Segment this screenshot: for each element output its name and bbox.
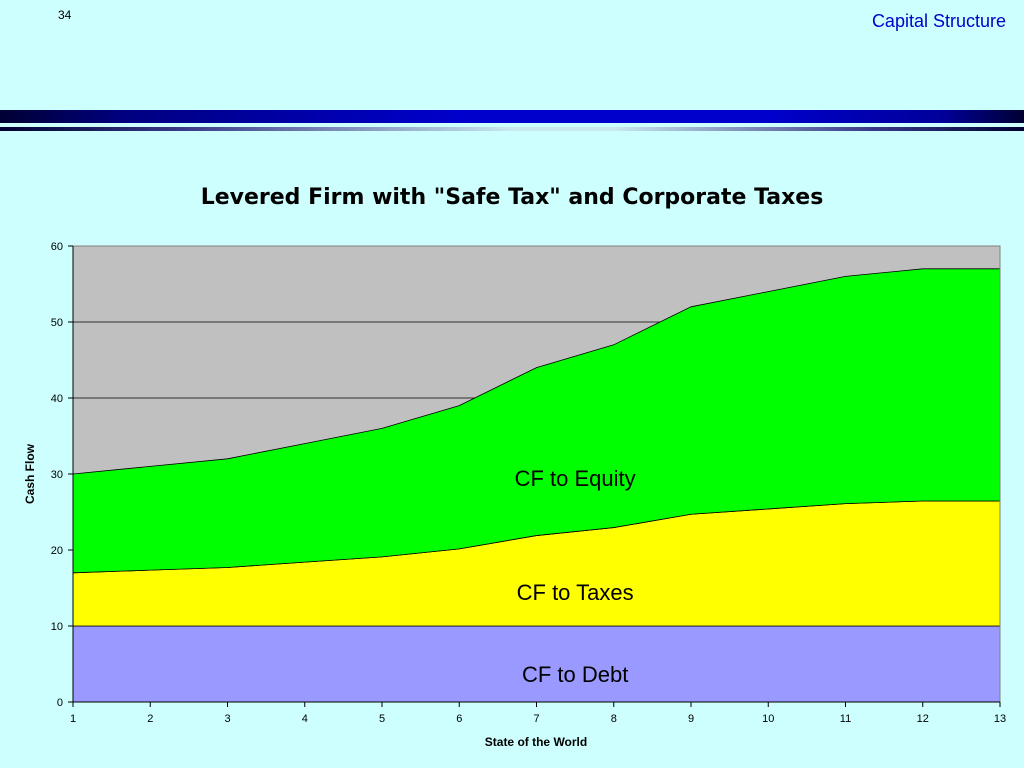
chart-title: Levered Firm with "Safe Tax" and Corpora… [201, 185, 824, 210]
x-tick-label-7: 7 [533, 713, 539, 725]
header-rule-thin [0, 127, 1024, 131]
y-tick-label-30: 30 [51, 469, 63, 481]
y-tick-label-10: 10 [51, 621, 63, 633]
slide-number: 34 [58, 8, 72, 22]
x-tick-label-4: 4 [302, 713, 308, 725]
x-tick-label-8: 8 [611, 713, 617, 725]
x-axis-label: State of the World [485, 735, 587, 749]
header-rule-band [0, 110, 1024, 123]
x-tick-label-2: 2 [147, 713, 153, 725]
area-label-cf-to-debt: CF to Debt [522, 662, 628, 687]
y-axis-label: Cash Flow [23, 443, 37, 504]
x-tick-label-9: 9 [688, 713, 694, 725]
x-tick-label-12: 12 [917, 713, 929, 725]
y-tick-label-40: 40 [51, 393, 63, 405]
y-tick-label-0: 0 [57, 697, 63, 709]
y-tick-label-60: 60 [51, 241, 63, 253]
area-label-cf-to-taxes: CF to Taxes [517, 580, 634, 605]
x-tick-label-6: 6 [456, 713, 462, 725]
y-tick-label-20: 20 [51, 545, 63, 557]
x-tick-label-10: 10 [762, 713, 774, 725]
y-tick-label-50: 50 [51, 317, 63, 329]
x-tick-label-1: 1 [70, 713, 76, 725]
x-tick-label-3: 3 [224, 713, 230, 725]
x-tick-label-11: 11 [840, 713, 851, 725]
x-tick-label-13: 13 [994, 713, 1006, 725]
slide-heading: Capital Structure [871, 11, 1006, 31]
x-tick-label-5: 5 [379, 713, 385, 725]
area-label-cf-to-equity: CF to Equity [515, 466, 636, 491]
